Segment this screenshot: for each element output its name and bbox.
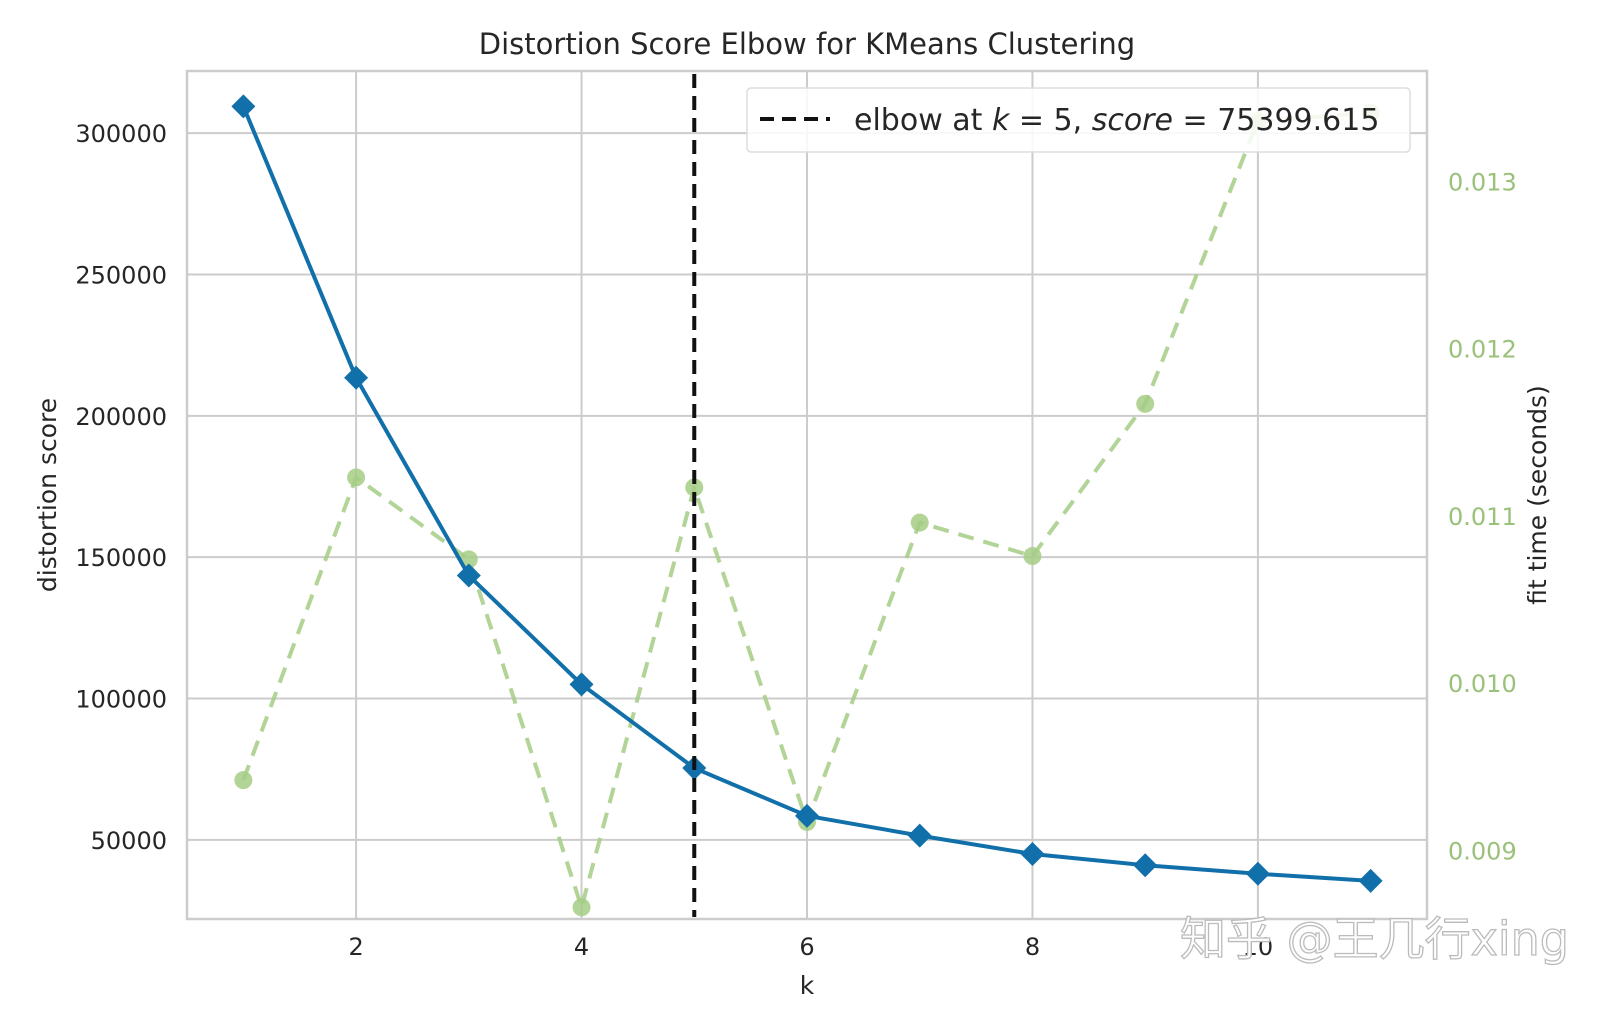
- legend-box: [746, 87, 1411, 153]
- x-axis-label: k: [800, 971, 815, 1000]
- legend-prefix: elbow at: [854, 103, 992, 138]
- distortion-point: [1358, 868, 1383, 893]
- y2-tick-label: 0.013: [1448, 168, 1517, 196]
- y2-axis-label: fit time (seconds): [1523, 385, 1552, 605]
- watermark: 知乎 @王几行xing: [1180, 912, 1569, 966]
- distortion-point: [456, 563, 481, 588]
- distortion-point: [344, 365, 369, 390]
- x-tick-label: 10: [1243, 933, 1274, 961]
- distortion-series: [231, 94, 1383, 893]
- fit-time-point: [685, 478, 704, 497]
- distortion-point: [231, 94, 256, 119]
- fit-time-point: [572, 898, 591, 917]
- legend: elbow at k = 5, score = 75399.615: [746, 87, 1411, 153]
- distortion-point: [1133, 853, 1158, 878]
- distortion-point: [569, 672, 594, 697]
- y-tick-label: 300000: [75, 120, 167, 148]
- fit-time-point: [347, 468, 366, 487]
- x-tick-label: 4: [574, 933, 589, 961]
- fit-time-point: [1023, 547, 1042, 566]
- y-axis-label: distortion score: [33, 398, 62, 592]
- y-tick-label: 250000: [75, 262, 167, 290]
- fit-time-point: [1136, 394, 1155, 413]
- x-tick-label: 6: [799, 933, 814, 961]
- plot-frame: [185, 69, 1429, 921]
- legend-eq-k: = 5,: [1009, 103, 1091, 138]
- distortion-point: [1245, 861, 1270, 886]
- distortion-point: [1020, 841, 1045, 866]
- y-tick-label: 100000: [75, 686, 167, 714]
- legend-eq-score: = 75399.615: [1173, 103, 1379, 138]
- fit-time-point: [234, 771, 253, 790]
- y-tick-label: 150000: [75, 544, 167, 572]
- chart-title: Distortion Score Elbow for KMeans Cluste…: [479, 27, 1135, 61]
- legend-label: elbow at k = 5, score = 75399.615: [854, 103, 1379, 138]
- x-tick-label: 8: [1025, 933, 1040, 961]
- tick-labels: 2 4 6 8 10 50000 100000 150000 200000 250000 30000…: [75, 120, 1516, 961]
- distortion-point: [795, 803, 819, 828]
- y-tick-label: 50000: [91, 827, 167, 855]
- y-tick-label: 200000: [75, 403, 167, 431]
- y2-tick-label: 0.012: [1448, 336, 1517, 364]
- legend-k: k: [992, 103, 1011, 138]
- legend-score-word: score: [1092, 103, 1173, 138]
- distortion-point: [907, 823, 932, 848]
- fit-time-point: [910, 513, 929, 532]
- y2-tick-label: 0.009: [1448, 837, 1517, 865]
- y2-tick-label: 0.010: [1448, 670, 1517, 698]
- x-tick-label: 2: [348, 933, 363, 961]
- y2-tick-label: 0.011: [1448, 503, 1517, 531]
